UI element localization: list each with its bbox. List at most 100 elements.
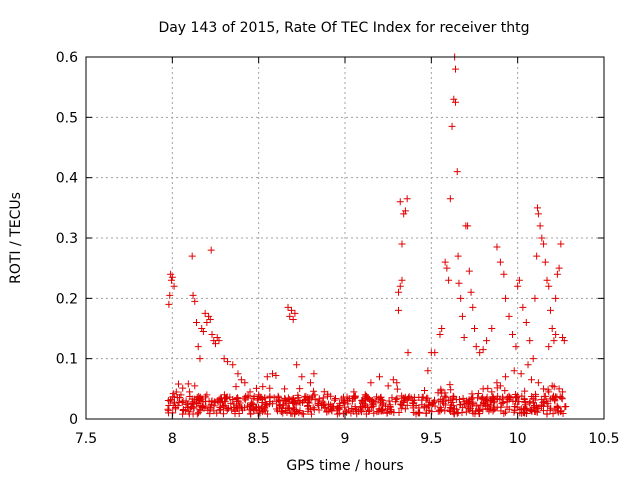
data-point xyxy=(543,276,551,284)
data-point xyxy=(531,396,539,404)
data-point xyxy=(454,252,462,260)
data-point xyxy=(189,399,197,407)
data-point xyxy=(533,252,541,260)
data-point xyxy=(261,394,269,402)
data-point xyxy=(398,392,406,400)
data-point xyxy=(389,376,397,384)
data-point xyxy=(558,394,566,402)
data-point xyxy=(448,398,456,406)
data-point xyxy=(550,383,558,391)
data-point xyxy=(288,410,296,418)
data-point xyxy=(519,303,527,311)
data-point xyxy=(437,395,445,403)
data-point xyxy=(501,408,509,416)
data-point xyxy=(293,361,301,369)
data-point xyxy=(513,403,521,411)
data-point xyxy=(266,384,274,392)
data-point xyxy=(536,222,544,230)
data-point xyxy=(199,328,207,336)
data-point xyxy=(532,408,540,416)
data-point xyxy=(327,401,335,409)
data-point xyxy=(549,410,557,418)
data-point xyxy=(290,406,298,414)
data-point xyxy=(281,395,289,403)
data-point xyxy=(352,406,360,414)
x-tick-label: 8 xyxy=(168,431,177,447)
data-point xyxy=(526,406,534,414)
data-point xyxy=(467,288,475,296)
data-point xyxy=(196,405,204,413)
data-point xyxy=(531,294,539,302)
data-point xyxy=(405,393,413,401)
data-point xyxy=(493,243,501,251)
data-point xyxy=(469,303,477,311)
data-point xyxy=(196,393,204,401)
data-point xyxy=(324,390,332,398)
data-point xyxy=(543,410,551,418)
data-point xyxy=(272,372,280,380)
data-point xyxy=(369,403,377,411)
data-point xyxy=(175,380,183,388)
chart-title: Day 143 of 2015, Rate Of TEC Index for r… xyxy=(158,20,529,36)
data-point xyxy=(395,288,403,296)
data-point xyxy=(483,337,491,345)
data-point xyxy=(184,400,192,408)
data-point xyxy=(300,396,308,404)
data-point xyxy=(328,406,336,414)
data-point xyxy=(252,384,260,392)
data-point xyxy=(396,198,404,206)
data-point xyxy=(198,395,206,403)
data-point xyxy=(207,401,215,409)
data-point xyxy=(488,388,496,396)
data-point xyxy=(546,406,554,414)
data-point xyxy=(527,376,535,384)
data-point xyxy=(473,402,481,410)
data-point xyxy=(545,343,553,351)
data-point xyxy=(310,405,318,413)
data-point xyxy=(245,406,253,414)
data-point xyxy=(441,392,449,400)
data-point xyxy=(415,394,423,402)
data-point xyxy=(334,404,342,412)
data-point xyxy=(464,222,472,230)
data-point xyxy=(223,393,231,401)
data-point xyxy=(401,405,409,413)
data-point xyxy=(184,380,192,388)
data-point xyxy=(458,409,466,417)
data-point xyxy=(167,270,175,278)
data-point xyxy=(181,407,189,415)
data-point xyxy=(171,399,179,407)
data-point xyxy=(168,273,176,281)
axis-ticks: 7.5 8 8.5 9 9.5 10 10.5 0 0.1 0.2 0.3 0.4 0.5 0.6 xyxy=(56,50,620,447)
data-point xyxy=(501,387,509,395)
data-point xyxy=(296,385,304,393)
data-point xyxy=(524,361,532,369)
data-point xyxy=(232,383,240,391)
data-point xyxy=(172,403,180,411)
data-point xyxy=(208,398,216,406)
data-point xyxy=(165,300,173,308)
data-point xyxy=(266,398,274,406)
data-point xyxy=(319,394,327,402)
data-point xyxy=(378,396,386,404)
data-point xyxy=(263,373,271,381)
data-point xyxy=(398,276,406,284)
data-point xyxy=(546,395,554,403)
data-point xyxy=(400,396,408,404)
data-point xyxy=(365,406,373,414)
data-point xyxy=(210,407,218,415)
data-point xyxy=(274,392,282,400)
data-point xyxy=(403,401,411,409)
data-point xyxy=(253,396,261,404)
data-point xyxy=(259,383,267,391)
data-point xyxy=(219,402,227,410)
data-point xyxy=(514,282,522,290)
data-point xyxy=(292,401,300,409)
data-point xyxy=(429,400,437,408)
data-point xyxy=(452,65,460,73)
data-point xyxy=(443,264,451,272)
data-point xyxy=(189,398,197,406)
data-point xyxy=(172,388,180,396)
x-tick-label: 10 xyxy=(509,431,527,447)
data-point xyxy=(505,312,513,320)
